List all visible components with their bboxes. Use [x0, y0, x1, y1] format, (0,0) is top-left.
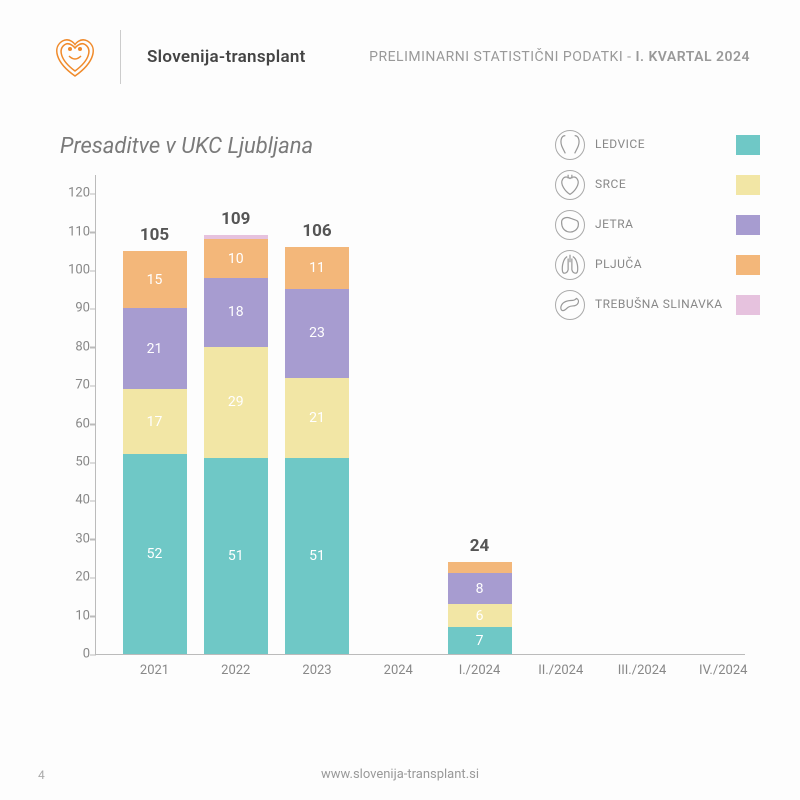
- x-tick: 2023: [302, 663, 331, 678]
- legend-row-ledvice: LEDVICE: [555, 130, 760, 160]
- bar-total: 106: [302, 221, 331, 241]
- legend-label: LEDVICE: [595, 138, 726, 151]
- y-tick: 50: [56, 455, 90, 470]
- y-tick: 110: [56, 224, 90, 239]
- ledvice-icon: [555, 130, 585, 160]
- bar-segment-pljuca: 11: [285, 247, 349, 289]
- x-tick: I./2024: [459, 663, 501, 678]
- subhead-pre: PRELIMINARNI STATISTIČNI PODATKI -: [369, 49, 635, 65]
- subhead-strong: I. KVARTAL 2024: [635, 49, 750, 65]
- bar-segment-jetra: 18: [204, 278, 268, 347]
- page-number: 4: [38, 768, 45, 782]
- heart-logo-icon: [50, 32, 100, 82]
- x-tick: II./2024: [538, 663, 583, 678]
- y-tick: 20: [56, 570, 90, 585]
- bar-segment-pljuca: [448, 562, 512, 574]
- bar-total: 24: [470, 536, 490, 556]
- bar-segment-ledvice: 7: [448, 627, 512, 654]
- page-header: Slovenija-transplant PRELIMINARNI STATIS…: [0, 0, 800, 104]
- bar-segment-srce: 17: [123, 389, 187, 454]
- chart-area: 0102030405060708090100110120202152172115…: [60, 175, 750, 695]
- y-tick: 10: [56, 608, 90, 623]
- y-tick: 70: [56, 378, 90, 393]
- bar-segment-ledvice: 52: [123, 454, 187, 654]
- x-tick: 2021: [140, 663, 169, 678]
- bar-total: 109: [221, 209, 250, 229]
- y-tick: 120: [56, 186, 90, 201]
- bar-segment-jetra: 23: [285, 289, 349, 377]
- plot-area: 0102030405060708090100110120202152172115…: [95, 175, 745, 655]
- bar-column: 51291810109: [204, 235, 268, 654]
- y-tick: 80: [56, 339, 90, 354]
- bar-segment-ledvice: 51: [285, 458, 349, 654]
- y-tick: 90: [56, 301, 90, 316]
- bar-segment-jetra: 8: [448, 573, 512, 604]
- bar-segment-srce: 29: [204, 347, 268, 458]
- bar-column: 51212311106: [285, 247, 349, 654]
- footer-url: www.slovenija-transplant.si: [0, 767, 800, 782]
- y-tick: 60: [56, 416, 90, 431]
- bar-segment-pljuca: 15: [123, 251, 187, 309]
- bar-segment-srce: 21: [285, 378, 349, 459]
- y-tick: 0: [56, 647, 90, 662]
- bar-segment-pljuca: 10: [204, 239, 268, 277]
- legend-swatch: [736, 135, 760, 155]
- brand-combo: Slovenija-transplant: [50, 30, 306, 84]
- bar-column: 52172115105: [123, 251, 187, 654]
- bar-segment-jetra: 21: [123, 308, 187, 389]
- bar-total: 105: [140, 225, 169, 245]
- header-divider: [120, 30, 121, 84]
- x-tick: 2022: [221, 663, 250, 678]
- x-tick: IV./2024: [699, 663, 747, 678]
- subhead: PRELIMINARNI STATISTIČNI PODATKI - I. KV…: [369, 49, 750, 65]
- bar-column: 76824: [448, 562, 512, 654]
- bar-segment-ledvice: 51: [204, 458, 268, 654]
- x-tick: 2024: [384, 663, 413, 678]
- y-tick: 30: [56, 531, 90, 546]
- brand-name: Slovenija-transplant: [147, 47, 306, 67]
- y-tick: 40: [56, 493, 90, 508]
- bar-segment-srce: 6: [448, 604, 512, 627]
- x-tick: III./2024: [618, 663, 667, 678]
- y-tick: 100: [56, 263, 90, 278]
